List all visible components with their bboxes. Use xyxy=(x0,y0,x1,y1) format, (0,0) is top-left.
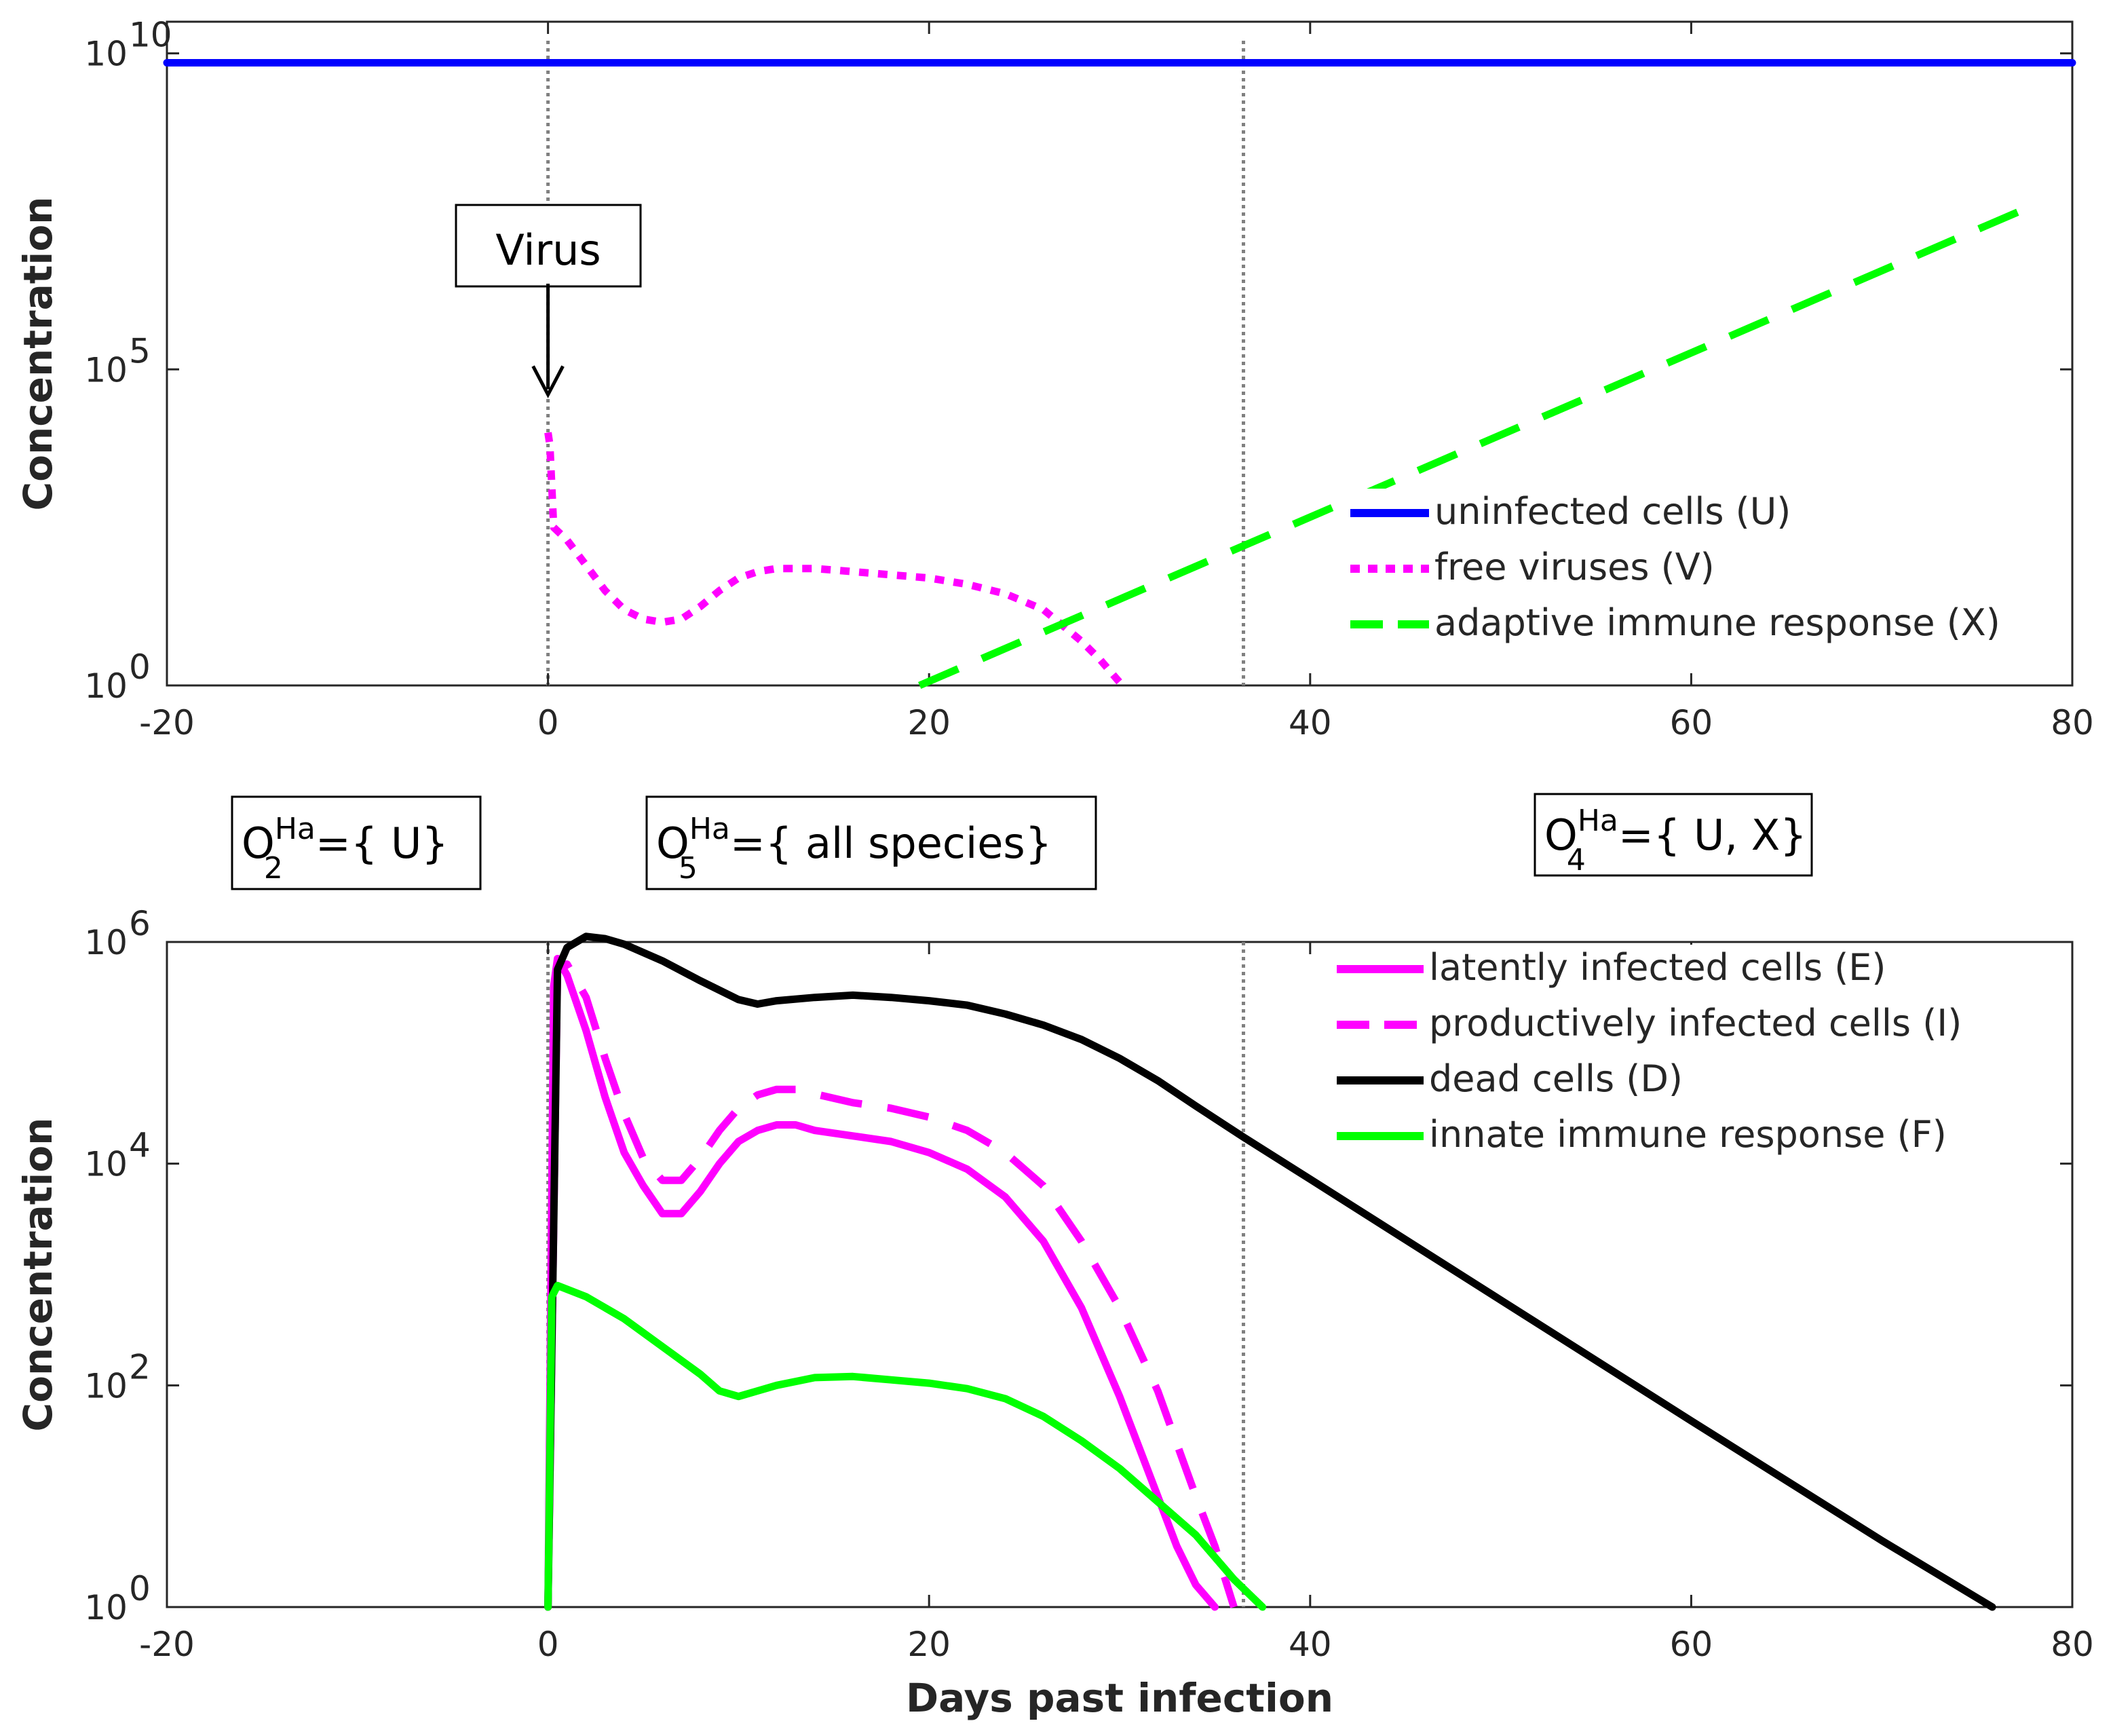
y-tick-label: 10 xyxy=(84,1366,128,1405)
x-tick-label: 20 xyxy=(907,1625,951,1664)
region-box-0 xyxy=(231,795,482,890)
legend-label-1: productively infected cells (I) xyxy=(1429,1002,1962,1044)
x-tick-label: 40 xyxy=(1289,703,1332,742)
series-line-1 xyxy=(544,432,1123,685)
legend-label-2: adaptive immune response (X) xyxy=(1434,601,2000,644)
y-tick-exponent: 5 xyxy=(129,331,151,371)
region-label-1: OHa 5={ all species} xyxy=(656,812,1052,886)
series-line-1 xyxy=(544,960,1238,1608)
y-axis-label: Concentration xyxy=(15,1118,61,1432)
x-tick-label: 0 xyxy=(537,703,559,742)
axes-box xyxy=(166,20,2074,687)
x-tick-label: 0 xyxy=(537,1625,559,1664)
legend-label-0: latently infected cells (E) xyxy=(1429,946,1886,989)
annotation-text: Virus xyxy=(495,225,601,275)
y-tick-exponent: 10 xyxy=(129,16,172,55)
y-tick-label: 10 xyxy=(84,666,128,706)
series-line-3 xyxy=(544,1281,1267,1611)
y-tick-exponent: 6 xyxy=(129,904,151,943)
legend-box xyxy=(1337,489,2056,662)
legend-label-3: innate immune response (F) xyxy=(1429,1113,1947,1156)
x-tick-label: 60 xyxy=(1670,1625,1713,1664)
y-tick-label: 10 xyxy=(84,1145,128,1184)
region-label-0: OHa 2={ U} xyxy=(242,812,449,886)
y-axis-label: Concentration xyxy=(15,197,61,511)
x-tick-label: -20 xyxy=(139,1625,195,1664)
region-labels: OHa 2={ U} OHa 5={ all species} OHa 4={ U, X} xyxy=(231,793,1813,890)
region-label-2: OHa 4={ U, X} xyxy=(1544,804,1807,878)
legend-label-2: dead cells (D) xyxy=(1429,1057,1683,1100)
y-tick-label: 10 xyxy=(84,35,128,74)
y-tick-exponent: 2 xyxy=(129,1347,151,1386)
legend-label-0: uninfected cells (U) xyxy=(1434,490,1791,533)
legend-label-1: free viruses (V) xyxy=(1434,546,1715,588)
axes-box xyxy=(166,941,2074,1608)
series-line-0 xyxy=(544,955,1219,1611)
region-box-1 xyxy=(645,795,1097,890)
y-tick-label: 10 xyxy=(84,1588,128,1627)
legend-box xyxy=(1323,945,2056,1169)
y-tick-exponent: 0 xyxy=(129,1569,151,1608)
y-tick-label: 10 xyxy=(84,923,128,962)
x-tick-label: 80 xyxy=(2051,1625,2094,1664)
x-tick-label: 20 xyxy=(907,703,951,742)
annotation-box xyxy=(455,204,642,288)
x-tick-label: 80 xyxy=(2051,703,2094,742)
region-box-2 xyxy=(1534,793,1813,877)
annotation-arrowhead xyxy=(531,365,565,398)
y-tick-label: 10 xyxy=(84,350,128,390)
x-tick-label: 40 xyxy=(1289,1625,1332,1664)
x-tick-label: -20 xyxy=(139,703,195,742)
y-tick-exponent: 0 xyxy=(129,647,151,687)
series-line-2 xyxy=(544,932,1996,1611)
x-axis-label: Days past infection xyxy=(906,1675,1333,1721)
x-tick-label: 60 xyxy=(1670,703,1713,742)
y-tick-exponent: 4 xyxy=(129,1126,151,1165)
